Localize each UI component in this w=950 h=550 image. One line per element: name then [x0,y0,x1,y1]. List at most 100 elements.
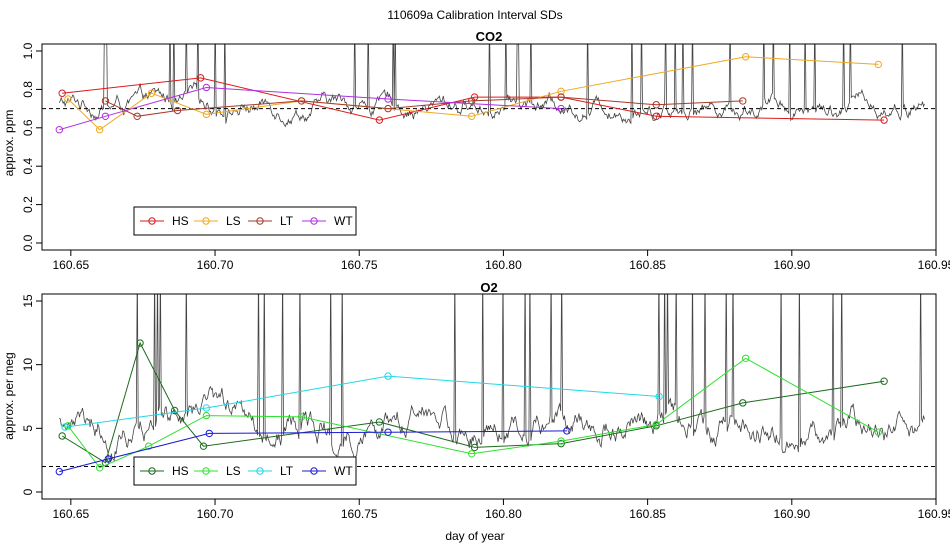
co2-series-ls-point [64,95,72,103]
co2-series-wt-point [55,126,64,134]
o2-series-hs-point [375,418,384,426]
o2-x-tick-label: 160.95 [918,507,950,521]
co2-series-ls-point [741,53,750,61]
co2-x-tick-label: 160.70 [197,258,234,272]
o2-series-hs-point [136,339,144,347]
co2-legend-marker-hs [148,217,156,225]
co2-y-tick-label: 0.4 [21,158,35,175]
o2-series-ls-point [202,411,211,420]
co2-y-tick-label: 0.2 [21,196,35,213]
o2-series-hs-point [170,406,179,415]
co2-legend-marker-ls [202,217,210,225]
o2-x-tick-label: 160.80 [485,507,522,521]
o2-series-wt-point [205,429,213,438]
figure-title: 110609a Calibration Interval SDs [387,8,562,22]
co2-series-ls-point [147,89,156,97]
o2-series-ls-point [145,442,153,450]
co2-series-lt-point [133,112,141,120]
o2-series-lt-point [655,392,663,401]
o2-legend-label-lt: LT [280,464,294,478]
co2-series-hs-point [196,74,205,82]
co2-legend-label-hs: HS [172,214,189,228]
co2-plot-frame [41,43,937,251]
o2-series-ls-point [652,420,660,429]
co2-legend-marker-wt [310,217,318,225]
co2-x-tick-label: 160.80 [485,258,522,272]
co2-series-hs-line [62,77,885,121]
o2-legend-label-wt: WT [334,464,353,478]
co2-series-wt-point [557,104,565,113]
o2-legend-marker-wt [310,467,318,475]
co2-marks: 160.65 160.70 160.75 160.80 160.85 160.90 160.… [21,42,950,272]
o2-series-hs-point [880,377,888,385]
co2-series-ls-point [202,110,211,119]
co2-legend: HS LS LT WT [133,206,357,236]
o2-legend: HS LS LT WT [133,456,357,486]
o2-y-tick-label: 15 [21,294,35,308]
o2-y-tick-label: 10 [21,358,35,372]
o2-x-tick-label: 160.65 [52,507,89,521]
o2-series-wt-point [384,428,392,436]
co2-series-lt-line [105,96,743,117]
o2-series-lt-point [202,404,211,412]
o2-series-ls-point [557,437,565,445]
o2-series-hs-point [739,399,747,407]
o2-series-hs-point [557,439,565,448]
co2-series-hs-point [58,89,66,97]
o2-series-wt-point [563,427,571,435]
co2-x-tick-label: 160.90 [773,258,810,272]
o2-series-lt-line [65,375,660,428]
o2-legend-marker-lt [256,467,264,475]
co2-series-lt-point [652,101,660,109]
o2-series-hs-point [199,442,208,450]
co2-series-lt-point [173,106,182,115]
o2-legend-label-hs: HS [172,464,189,478]
co2-series-hs-point [880,116,888,124]
co2-legend-label-lt: LT [280,214,294,228]
co2-series-wt-line [59,86,562,131]
co2-series-ls-point [95,126,104,134]
o2-series-ls-point [467,450,476,458]
co2-y-tick-label: 0.8 [21,81,35,98]
co2-series-lt-point [557,93,565,101]
co2-series-wt-point [384,95,392,103]
o2-legend-marker-ls [202,467,210,475]
o2-series-hs-line [61,341,885,464]
co2-series-lt-point [384,104,392,113]
o2-series-wt-line [59,430,567,473]
o2-title: O2 [480,280,497,295]
o2-series-lt-point [61,423,69,431]
o2-series-ls-point [297,413,306,421]
co2-background-trace [58,44,925,128]
co2-series-hs-point [652,112,660,120]
o2-marks: 160.65 160.70 160.75 160.80 160.85 160.90 160.… [21,293,950,521]
co2-series-wt-point [101,112,110,120]
co2-x-tick-label: 160.65 [52,258,89,272]
o2-ylabel: approx. per meg [2,352,16,439]
o2-series-ls-point [874,428,883,436]
co2-series-lt-point [297,97,306,105]
co2-panel: CO2 approx. ppm 160.65 160.70 160.75 160.80… [2,29,950,272]
o2-plot-frame [41,293,937,500]
co2-legend-label-wt: WT [334,214,353,228]
co2-title: CO2 [476,29,503,44]
o2-legend-label-ls: LS [226,464,241,478]
o2-series-hs-point [58,432,66,440]
co2-legend-label-ls: LS [226,214,241,228]
o2-panel: O2 approx. per meg 160.65 160.70 160.75 160… [2,280,950,521]
o2-y-tick-label: 5 [21,425,35,432]
co2-y-tick-label: 0.0 [21,234,35,251]
co2-series-hs-point [375,116,384,124]
co2-series-lt-point [739,97,747,105]
o2-y-tick-label: 0 [21,488,35,495]
co2-x-tick-label: 160.75 [341,258,378,272]
co2-series-ls-point [467,112,476,120]
co2-series-ls-point [557,87,565,96]
o2-x-tick-label: 160.75 [341,507,378,521]
co2-series-wt-point [202,83,211,92]
o2-series-lt-point [384,372,392,380]
o2-series-hs-point [470,443,479,452]
o2-series-ls-point [741,354,750,362]
o2-series-ls-point [95,464,104,472]
